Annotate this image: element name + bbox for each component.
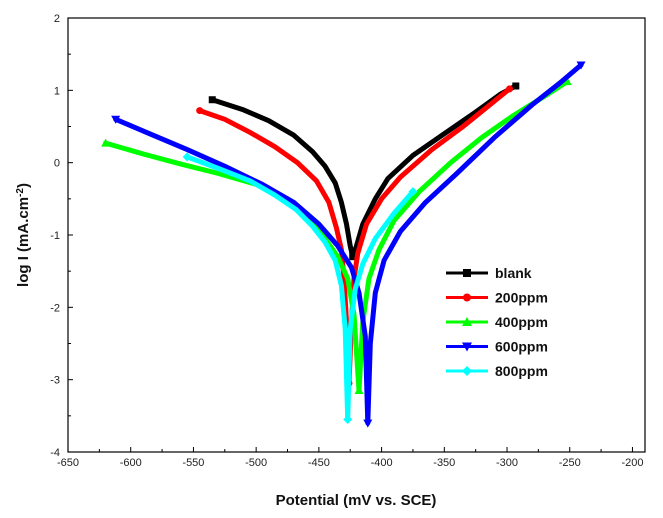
legend-marker	[463, 269, 471, 277]
y-axis-title: log I (mA.cm-2)	[15, 183, 33, 287]
series-600ppm	[111, 61, 586, 428]
legend-marker	[462, 317, 472, 326]
data-point	[208, 96, 216, 104]
legend-label: 600ppm	[495, 339, 548, 355]
legend-item: 400ppm	[446, 314, 548, 330]
x-tick-label: -550	[182, 457, 204, 469]
legend-item: 600ppm	[446, 339, 548, 355]
x-axis-title: Potential (mV vs. SCE)	[276, 492, 437, 509]
x-tick-label: -200	[621, 457, 643, 469]
y-tick-label: -2	[50, 302, 60, 314]
series-blank	[208, 82, 520, 261]
y-tick-label: 1	[54, 85, 60, 97]
data-point	[196, 107, 204, 115]
x-tick-label: -500	[245, 457, 267, 469]
legend-label: 400ppm	[495, 314, 548, 330]
series-800ppm	[182, 152, 418, 424]
data-point	[408, 187, 418, 197]
data-point	[111, 115, 121, 124]
series-line	[103, 79, 570, 393]
x-tick-label: -400	[371, 457, 393, 469]
legend-item: 200ppm	[446, 290, 548, 306]
legend-marker	[462, 342, 472, 352]
legend-label: blank	[495, 265, 532, 281]
data-point	[562, 77, 572, 86]
data-point	[506, 85, 514, 93]
y-tick-label: -4	[50, 447, 60, 459]
x-tick-label: -300	[496, 457, 518, 469]
data-point	[576, 61, 586, 70]
data-point	[343, 414, 353, 424]
x-tick-label: -450	[308, 457, 330, 469]
x-tick-label: -250	[559, 457, 581, 469]
data-point	[182, 152, 192, 162]
x-tick-label: -650	[57, 457, 79, 469]
y-tick-label: -3	[50, 375, 60, 387]
legend-label: 800ppm	[495, 363, 548, 379]
x-tick-label: -600	[120, 457, 142, 469]
data-point	[512, 82, 520, 90]
legend-item: 800ppm	[446, 363, 548, 379]
x-tick-label: -350	[433, 457, 455, 469]
series-line	[113, 62, 584, 426]
legend-marker	[463, 293, 471, 302]
series-line	[184, 154, 416, 422]
legend-item: blank	[446, 265, 532, 281]
legend-marker	[462, 366, 472, 376]
y-tick-label: -1	[50, 230, 60, 242]
series-line	[209, 83, 519, 260]
y-tick-label: 2	[54, 13, 60, 25]
data-point	[363, 419, 373, 428]
series-layer	[101, 61, 586, 428]
y-tick-label: 0	[54, 158, 60, 170]
legend-label: 200ppm	[495, 290, 548, 306]
series-400ppm	[101, 77, 572, 395]
data-point	[354, 386, 364, 395]
data-point	[101, 138, 111, 147]
data-point	[349, 253, 357, 261]
axis-ticks: -650 -600 -550 -500 -450 -400 -350 -300 -250 -200…	[50, 13, 643, 469]
legend: blank 200ppm 400ppm 600ppm 800ppm	[446, 265, 548, 379]
